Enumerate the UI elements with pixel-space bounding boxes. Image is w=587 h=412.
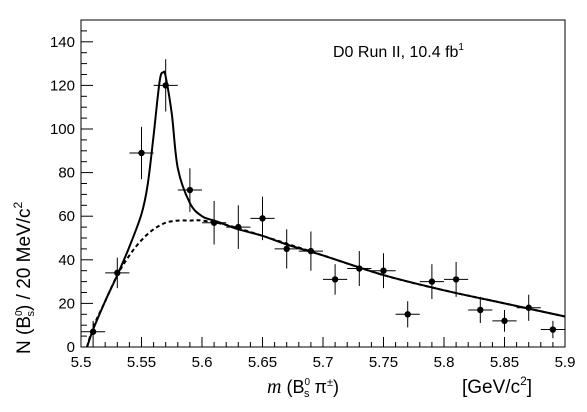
data-marker [452,276,460,283]
x-axis-unit-main: [GeV/c [462,377,520,398]
y-axis-label: N (B0s) / 20 MeV/c2 [11,202,37,354]
x-axis-ticks: 5.5 5.55 5.6 5.65 5.7 5.75 5.8 5.85 5.9 [71,337,576,371]
y-tick-label: 140 [50,34,75,51]
x-tick-label: 5.5 [71,354,92,371]
data-marker [162,82,169,89]
y-tick-label: 20 [58,295,75,312]
data-point [516,294,541,321]
data-point [395,301,420,328]
x-tick-label: 5.75 [369,354,398,371]
y-tick-label: 80 [58,165,75,182]
data-point [81,320,106,343]
annotation-text: D0 Run II, 10.4 fb [333,44,459,61]
data-point [444,261,469,297]
data-point [468,296,493,324]
y-tick-label: 40 [58,252,75,269]
y-axis-label-a: N (B [14,316,35,354]
x-axis-unit-sup: 2 [520,374,527,388]
data-point [105,257,130,289]
data-marker [186,186,194,194]
data-marker [89,328,97,335]
data-point [492,309,517,332]
data-marker [501,317,508,325]
data-marker [114,269,121,277]
x-tick-label: 5.9 [555,354,576,371]
data-point [298,231,323,271]
data-marker [404,311,411,318]
x-axis-label-pm: ± [327,377,333,389]
y-tick-label: 100 [50,121,75,138]
data-point [226,205,251,249]
y-tick-label: 0 [67,339,75,356]
x-tick-label: 5.55 [127,354,156,371]
x-tick-label: 5.65 [248,354,277,371]
background-fit-curve [86,219,566,348]
data-marker [331,276,339,283]
data-marker [525,304,532,311]
data-point [323,264,348,295]
x-axis-label-mid: π [310,377,327,397]
data-point [371,253,396,289]
x-tick-label: 5.6 [192,354,213,371]
data-point [153,59,178,112]
data-marker [307,247,315,255]
x-axis-label-sub: s [304,388,310,400]
x-axis-unit-close: ] [527,377,532,398]
x-tick-label: 5.8 [434,354,455,371]
x-axis-label-open: (B [281,377,304,397]
y-axis-label-sup2: 2 [11,202,25,209]
data-marker [428,278,436,285]
fit-curves [86,70,566,348]
data-point [202,200,227,245]
data-marker [210,219,218,226]
data-marker [477,306,484,314]
data-point [129,126,154,180]
x-tick-label: 5.85 [490,354,519,371]
x-axis-label-close: ) [333,377,339,397]
x-axis-label-m: m [267,376,281,398]
total-fit-curve [86,70,566,348]
x-axis-unit: [GeV/c2] [462,374,532,398]
x-axis-label-sup: 0 [304,377,310,388]
plot-frame [80,19,566,348]
data-point [177,168,202,212]
data-marker [259,215,266,222]
data-marker [380,267,387,274]
data-marker [356,265,363,272]
data-point [347,251,372,286]
data-marker [283,245,290,253]
data-point [274,229,299,269]
data-points [81,59,565,343]
y-axis-ticks: 0 20 40 60 80 100 120 140 [50,19,93,356]
data-point [419,264,444,300]
annotation-superscript: 1 [458,42,464,53]
x-tick-label: 5.7 [313,354,334,371]
x-axis-label: m (B0 s π±) [267,376,339,400]
y-axis-label-b: ) / 20 MeV/c [14,209,35,311]
y-axis-label-sub: s [25,310,37,316]
data-marker [235,223,242,231]
data-point [250,196,275,241]
data-point [540,320,565,339]
y-axis-label-sup: 0 [14,310,25,316]
chart-annotation: D0 Run II, 10.4 fb1 [333,42,464,61]
y-tick-label: 120 [50,77,75,94]
y-tick-label: 60 [58,208,75,225]
data-marker [549,326,557,333]
data-marker [138,149,145,157]
